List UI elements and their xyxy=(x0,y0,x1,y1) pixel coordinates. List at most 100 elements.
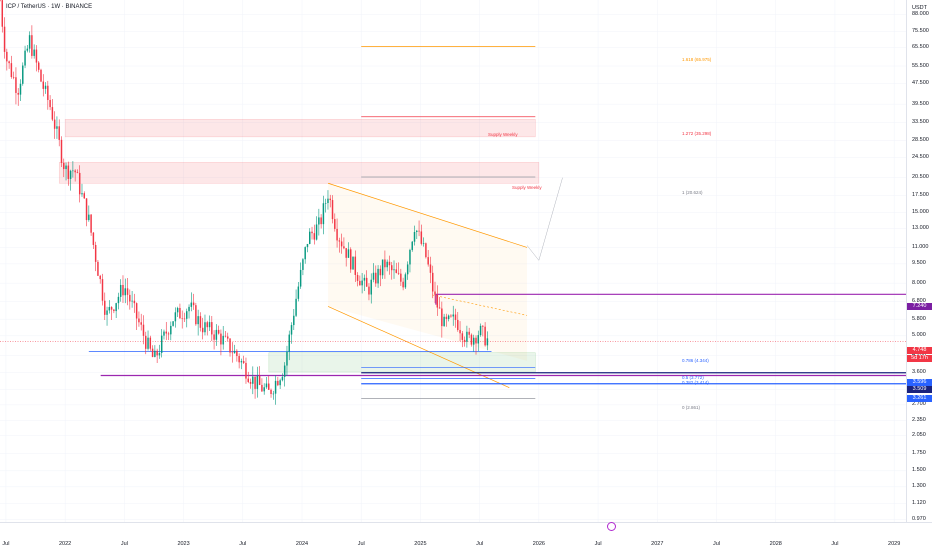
time-tick-label: 2028 xyxy=(769,541,782,547)
candle-body xyxy=(340,241,343,247)
candle-body xyxy=(431,272,434,292)
candle-body xyxy=(372,272,375,280)
candle-body xyxy=(199,316,202,328)
candle-body xyxy=(347,249,350,258)
candle-body xyxy=(447,315,450,319)
candle-body xyxy=(129,294,131,302)
annotation-label: 0.5 (3.772) xyxy=(682,375,704,380)
channel-mid-line xyxy=(432,294,528,316)
candle-body xyxy=(479,325,482,336)
time-tick-label: Jul xyxy=(476,541,484,547)
candle-body xyxy=(158,352,161,356)
candle-body xyxy=(190,302,193,307)
price-tick-label: 15.000 xyxy=(912,209,929,216)
candle-body xyxy=(49,99,51,108)
annotation-label: 0 (2.861) xyxy=(682,405,701,410)
tradingview-logo-icon[interactable] xyxy=(607,522,616,531)
candle-body xyxy=(63,162,65,170)
candle-body xyxy=(322,203,325,225)
candle-body xyxy=(85,198,88,221)
candle-body xyxy=(245,362,247,379)
candle-body xyxy=(12,77,15,78)
candle-body xyxy=(388,261,391,266)
candle-body xyxy=(233,350,236,354)
candle-body xyxy=(384,259,386,268)
candle-body xyxy=(295,298,297,316)
price-tag: 3.596 xyxy=(907,378,932,386)
candle-body xyxy=(192,302,195,306)
time-tick-label: 2022 xyxy=(59,541,72,547)
candle-body xyxy=(482,325,484,327)
time-tick-label: Jul xyxy=(831,541,839,547)
candle-body xyxy=(315,224,318,240)
candle-body xyxy=(290,325,293,335)
price-tick-label: 1.750 xyxy=(912,450,926,457)
candle-body xyxy=(268,383,270,390)
candle-body xyxy=(113,309,115,312)
candle-body xyxy=(229,338,231,353)
price-axis-divider xyxy=(906,0,907,522)
candle-body xyxy=(35,49,38,63)
candle-body xyxy=(172,321,174,326)
candle-body xyxy=(115,303,117,312)
price-tag: 3.509 xyxy=(907,385,932,393)
candle-body xyxy=(174,312,177,322)
candle-body xyxy=(165,331,167,334)
candle-body xyxy=(156,350,158,356)
price-tick-label: 5.000 xyxy=(912,332,926,339)
time-tick-label: 2025 xyxy=(414,541,427,547)
candle-body xyxy=(429,264,432,273)
chart-title: ICP / TetherUS · 1W · BINANCE xyxy=(6,4,93,10)
candle-body xyxy=(247,378,249,382)
time-tick-label: 2026 xyxy=(532,541,545,547)
candle-body xyxy=(222,335,224,345)
candle-body xyxy=(117,296,120,304)
candle-body xyxy=(452,314,454,317)
candle-body xyxy=(377,268,379,284)
candle-body xyxy=(72,170,74,172)
candle-body xyxy=(416,230,418,232)
supply-zone xyxy=(58,162,540,184)
candle-body xyxy=(217,329,220,334)
candle-body xyxy=(468,331,470,335)
candle-body xyxy=(313,233,316,240)
candle-body xyxy=(406,264,409,275)
annotation-label: 1.618 (65.975) xyxy=(682,57,712,62)
candle-body xyxy=(33,49,35,56)
candle-body xyxy=(1,0,4,27)
candle-body xyxy=(58,126,60,140)
candle-body xyxy=(434,291,436,295)
candle-body xyxy=(8,61,10,64)
candle-body xyxy=(122,284,124,296)
candle-body xyxy=(352,256,354,270)
candle-body xyxy=(404,274,407,288)
candle-body xyxy=(306,243,309,248)
candle-body xyxy=(140,322,142,325)
candle-body xyxy=(0,0,1,1)
candle-body xyxy=(224,335,227,337)
candle-body xyxy=(427,257,429,265)
price-tick-label: 17.500 xyxy=(912,191,929,198)
price-tag: 7.240 xyxy=(907,302,932,310)
candle-body xyxy=(270,389,272,394)
candle-body xyxy=(76,172,79,173)
candle-body xyxy=(363,277,366,281)
candle-body xyxy=(188,306,190,312)
candle-body xyxy=(459,329,461,334)
candle-body xyxy=(204,322,206,333)
price-tick-label: 2.700 xyxy=(912,401,926,408)
time-tick-label: Jul xyxy=(712,541,721,547)
candle-body xyxy=(254,376,256,389)
demand-zone xyxy=(268,352,536,373)
candle-body xyxy=(60,139,63,163)
candle-body xyxy=(311,231,313,234)
candle-body xyxy=(104,300,106,315)
candle-body xyxy=(281,376,284,381)
candle-body xyxy=(17,92,19,95)
candle-body xyxy=(197,316,199,325)
candle-body xyxy=(167,333,170,335)
price-tick-label: 33.500 xyxy=(912,119,929,126)
time-tick-label: Jul xyxy=(594,541,602,547)
